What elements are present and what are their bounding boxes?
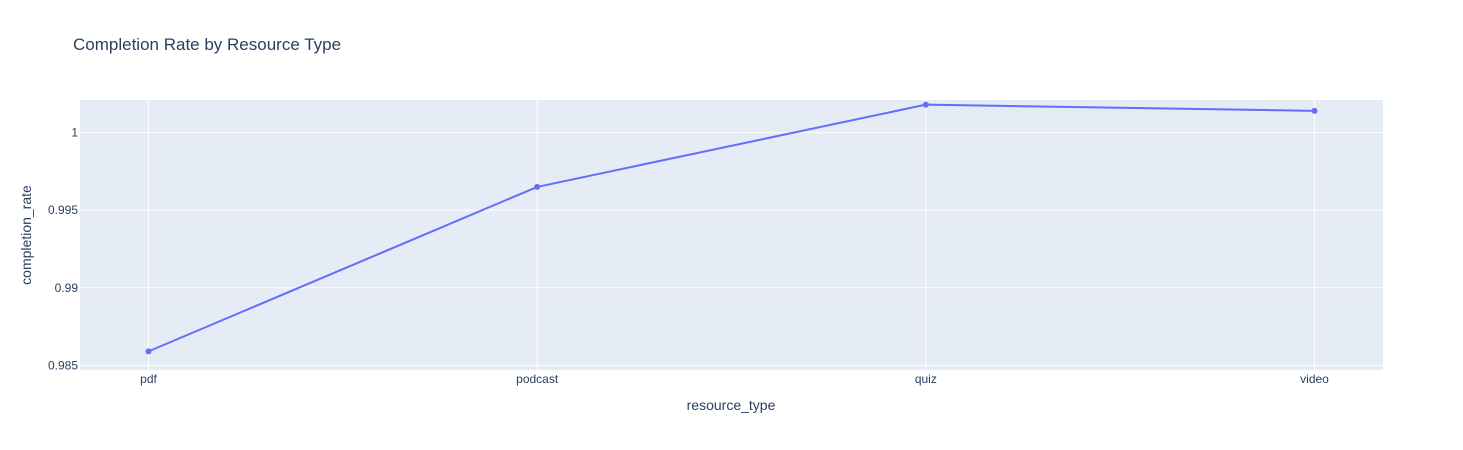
data-point[interactable] (1311, 107, 1318, 114)
y-tick-label: 0.99 (55, 281, 79, 295)
data-point[interactable] (145, 348, 152, 355)
y-tick-label: 0.995 (48, 203, 78, 217)
x-tick-label: quiz (915, 372, 937, 386)
plot-background (80, 100, 1383, 370)
series-line (145, 101, 1318, 355)
x-tick-label: pdf (140, 372, 157, 386)
y-tick-label: 0.985 (48, 358, 78, 372)
x-axis-title: resource_type (687, 397, 776, 413)
y-tick-label: 1 (71, 126, 78, 140)
x-tick-label: podcast (516, 372, 559, 386)
chart-title: Completion Rate by Resource Type (73, 35, 341, 54)
x-tick-label: video (1300, 372, 1329, 386)
y-axis-ticks: 0.985 0.99 0.995 1 (48, 126, 78, 373)
x-axis-ticks: pdf podcast quiz video (140, 372, 1329, 386)
data-point[interactable] (922, 101, 929, 108)
series-path (148, 103, 1315, 353)
data-point[interactable] (534, 183, 541, 190)
y-axis-title: completion_rate (18, 185, 34, 285)
